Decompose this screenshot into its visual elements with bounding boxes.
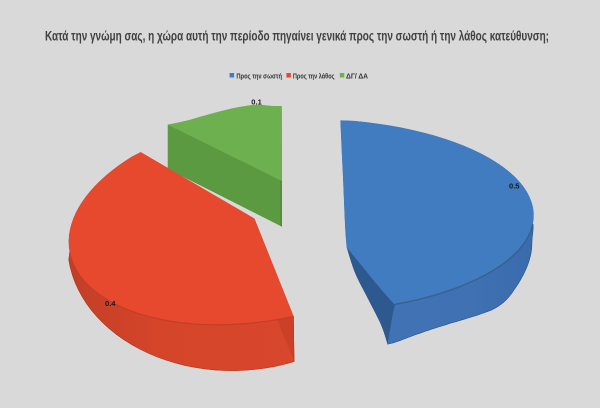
svg-text:Κατά την γνώμη σας, η χώρα αυτ: Κατά την γνώμη σας, η χώρα αυτή την περί… xyxy=(45,29,549,44)
svg-text:Προς την σωστή: Προς την σωστή xyxy=(236,71,282,80)
svg-text:ΔΓ/ ΔΑ: ΔΓ/ ΔΑ xyxy=(346,71,368,80)
svg-text:0.5: 0.5 xyxy=(509,181,520,190)
svg-text:0.4: 0.4 xyxy=(105,299,116,308)
svg-text:0.1: 0.1 xyxy=(251,97,261,106)
svg-text:Προς την λάθος: Προς την λάθος xyxy=(293,71,335,80)
